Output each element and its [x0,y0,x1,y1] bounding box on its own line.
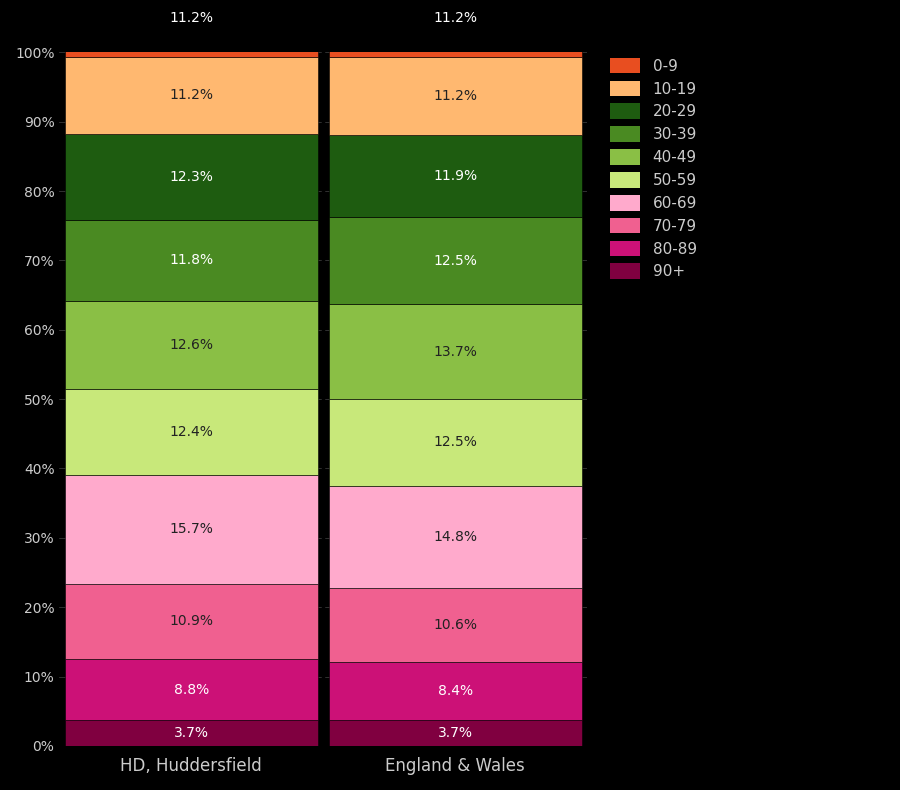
Bar [328,135,581,217]
Text: 3.7%: 3.7% [174,726,209,740]
Text: 10.9%: 10.9% [169,615,213,628]
Bar [65,57,318,134]
Text: 12.4%: 12.4% [169,425,213,438]
Text: 12.5%: 12.5% [433,254,477,268]
Bar [65,0,318,57]
Bar [328,0,581,57]
Bar [65,659,318,720]
Text: 11.2%: 11.2% [433,89,477,103]
Bar [328,486,581,589]
Text: 8.4%: 8.4% [437,684,472,698]
Text: 11.8%: 11.8% [169,254,213,268]
Bar [328,662,581,720]
Text: 11.9%: 11.9% [433,169,477,183]
Bar [65,720,318,746]
Bar [328,217,581,304]
Text: 14.8%: 14.8% [433,530,477,544]
Bar [65,475,318,584]
Text: 12.3%: 12.3% [169,170,213,184]
Bar [65,301,318,389]
Text: 12.6%: 12.6% [169,338,213,352]
Text: 13.7%: 13.7% [433,344,477,359]
Bar [328,399,581,486]
Text: 15.7%: 15.7% [169,522,213,536]
Text: 10.6%: 10.6% [433,619,477,632]
Bar [328,304,581,399]
Text: 3.7%: 3.7% [437,726,472,740]
Legend: 0-9, 10-19, 20-29, 30-39, 40-49, 50-59, 60-69, 70-79, 80-89, 90+: 0-9, 10-19, 20-29, 30-39, 40-49, 50-59, … [606,53,702,284]
Bar [65,220,318,301]
Bar [328,720,581,746]
Text: 11.2%: 11.2% [169,11,213,24]
Text: 12.5%: 12.5% [433,435,477,450]
Bar [65,584,318,659]
Bar [65,389,318,475]
Bar [328,57,581,135]
Bar [65,134,318,220]
Text: 8.8%: 8.8% [174,683,209,697]
Bar [328,589,581,662]
Text: 11.2%: 11.2% [169,88,213,103]
Text: 11.2%: 11.2% [433,11,477,25]
